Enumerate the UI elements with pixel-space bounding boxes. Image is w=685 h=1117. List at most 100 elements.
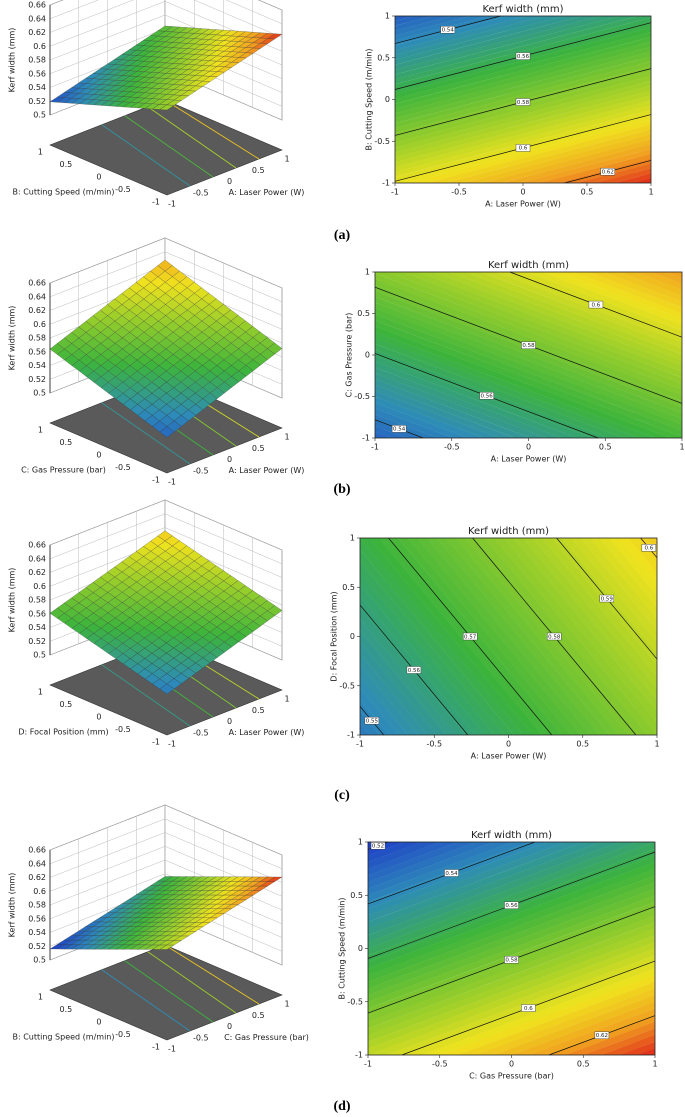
- y-tick-label: -1: [152, 1043, 160, 1052]
- x-axis-label: A: Laser Power (W): [229, 188, 305, 197]
- colour-band: [522, 538, 657, 700]
- y-tick-label: 1: [358, 838, 363, 847]
- z-tick-label: 0.58: [28, 596, 46, 605]
- colour-band: [395, 32, 651, 104]
- contour-label-box: [515, 144, 531, 152]
- x-tick-label: 0.5: [577, 1060, 590, 1069]
- z-tick-label: 0.64: [28, 859, 46, 868]
- y-tick-label: -1: [382, 179, 390, 188]
- y-tick-label: 0.5: [377, 53, 390, 62]
- y-axis-label: B: Cutting Speed (m/min): [12, 188, 114, 197]
- y-tick-label: 0: [96, 451, 101, 460]
- colour-band: [570, 538, 657, 643]
- y-tick-label: 0.5: [60, 1005, 73, 1014]
- y-tick-label: -0.5: [115, 1030, 131, 1039]
- x-tick-label: 0.5: [599, 443, 612, 452]
- x-tick-label: 1: [284, 1000, 289, 1009]
- z-tick-label: 0.58: [28, 901, 46, 910]
- x-tick-label: 0: [227, 1022, 232, 1031]
- z-tick-label: 0.5: [33, 111, 46, 120]
- y-tick-label: -1: [347, 731, 355, 740]
- colour-band: [666, 272, 682, 278]
- colour-band: [368, 941, 655, 1055]
- colour-band: [480, 272, 682, 349]
- y-tick-label: 0: [96, 1018, 101, 1027]
- x-tick-label: -0.5: [444, 443, 460, 452]
- z-tick-label: 0.56: [28, 347, 46, 356]
- colour-band: [501, 144, 651, 183]
- contour-label: 0.56: [481, 394, 494, 400]
- colour-band: [539, 153, 651, 183]
- y-tick-label: -1: [355, 1051, 363, 1060]
- colour-band: [436, 538, 610, 735]
- colour-band: [386, 272, 682, 384]
- z-tick-label: 0.5: [33, 389, 46, 398]
- caption: (d): [333, 1099, 350, 1114]
- z-axis-label: Kerf width (mm): [8, 873, 17, 938]
- surface-cell: [157, 25, 173, 32]
- colour-band: [368, 888, 655, 1002]
- colour-band: [475, 988, 655, 1055]
- x-tick-label: 1: [654, 740, 659, 749]
- colour-band: [395, 51, 651, 124]
- z-tick-label: 0.54: [28, 361, 46, 370]
- z-tick-label: 0.6: [33, 582, 46, 591]
- chart-title: Kerf width (mm): [488, 260, 569, 271]
- contour-label: 0.55: [366, 718, 379, 724]
- x-tick-label: 0.5: [576, 740, 589, 749]
- floor-contour: [124, 115, 214, 178]
- colour-band: [368, 915, 655, 1029]
- z-tick-label: 0.56: [28, 69, 46, 78]
- z-axis-label: Kerf width (mm): [8, 28, 17, 93]
- colour-band: [464, 272, 682, 355]
- x-tick-label: 0: [526, 443, 531, 452]
- colour-band: [402, 272, 682, 378]
- colour-band: [557, 158, 651, 183]
- y-tick-label: -0.5: [374, 137, 390, 146]
- z-tick-label: 0.66: [28, 846, 46, 855]
- y-tick-label: 0: [96, 713, 101, 722]
- z-tick-label: 0.62: [28, 568, 46, 577]
- x-axis-label: A: Laser Power (W): [471, 752, 547, 761]
- contour-label-box: [594, 1031, 610, 1039]
- z-tick-label: 0.66: [28, 279, 46, 288]
- colour-band: [417, 538, 591, 735]
- y-tick-label: 0: [358, 944, 363, 953]
- colour-band: [395, 85, 651, 158]
- colour-band: [375, 302, 682, 425]
- caption: (a): [334, 228, 351, 243]
- z-tick-label: 0.66: [28, 541, 46, 550]
- caption: (b): [333, 482, 350, 497]
- colour-band: [511, 1001, 655, 1055]
- colour-band: [395, 80, 651, 153]
- colour-band: [395, 36, 651, 109]
- y-tick-label: -0.5: [115, 463, 131, 472]
- colour-band: [433, 272, 682, 367]
- x-tick-label: 0: [506, 740, 511, 749]
- colour-band: [375, 296, 682, 419]
- y-tick-label: 1: [38, 148, 43, 157]
- x-tick-label: 1: [284, 155, 289, 164]
- contour-label: 0.62: [602, 170, 614, 176]
- x-axis-label: C: Gas Pressure (bar): [224, 1033, 309, 1042]
- surface-cell: [157, 259, 173, 272]
- colour-band: [395, 27, 651, 99]
- colour-band: [375, 320, 682, 438]
- contour-label: 0.56: [505, 903, 518, 909]
- floor-contour: [101, 969, 191, 1032]
- colour-band: [583, 1028, 655, 1055]
- contour-label: 0.6: [524, 1006, 533, 1012]
- colour-band: [369, 538, 543, 735]
- y-axis-label: B: Cutting Speed (m/min): [12, 1033, 114, 1042]
- contour-label-box: [504, 901, 519, 909]
- floor-contour: [101, 664, 191, 727]
- z-tick-label: 0.56: [28, 914, 46, 923]
- z-tick-label: 0.62: [28, 306, 46, 315]
- colour-band: [557, 272, 682, 319]
- z-tick-label: 0.58: [28, 56, 46, 65]
- x-tick-label: -0.5: [193, 728, 209, 737]
- y-axis-label: B: Cutting Speed (m/min): [338, 897, 347, 999]
- z-tick-label: 0.54: [28, 928, 46, 937]
- y-tick-label: -1: [362, 434, 370, 443]
